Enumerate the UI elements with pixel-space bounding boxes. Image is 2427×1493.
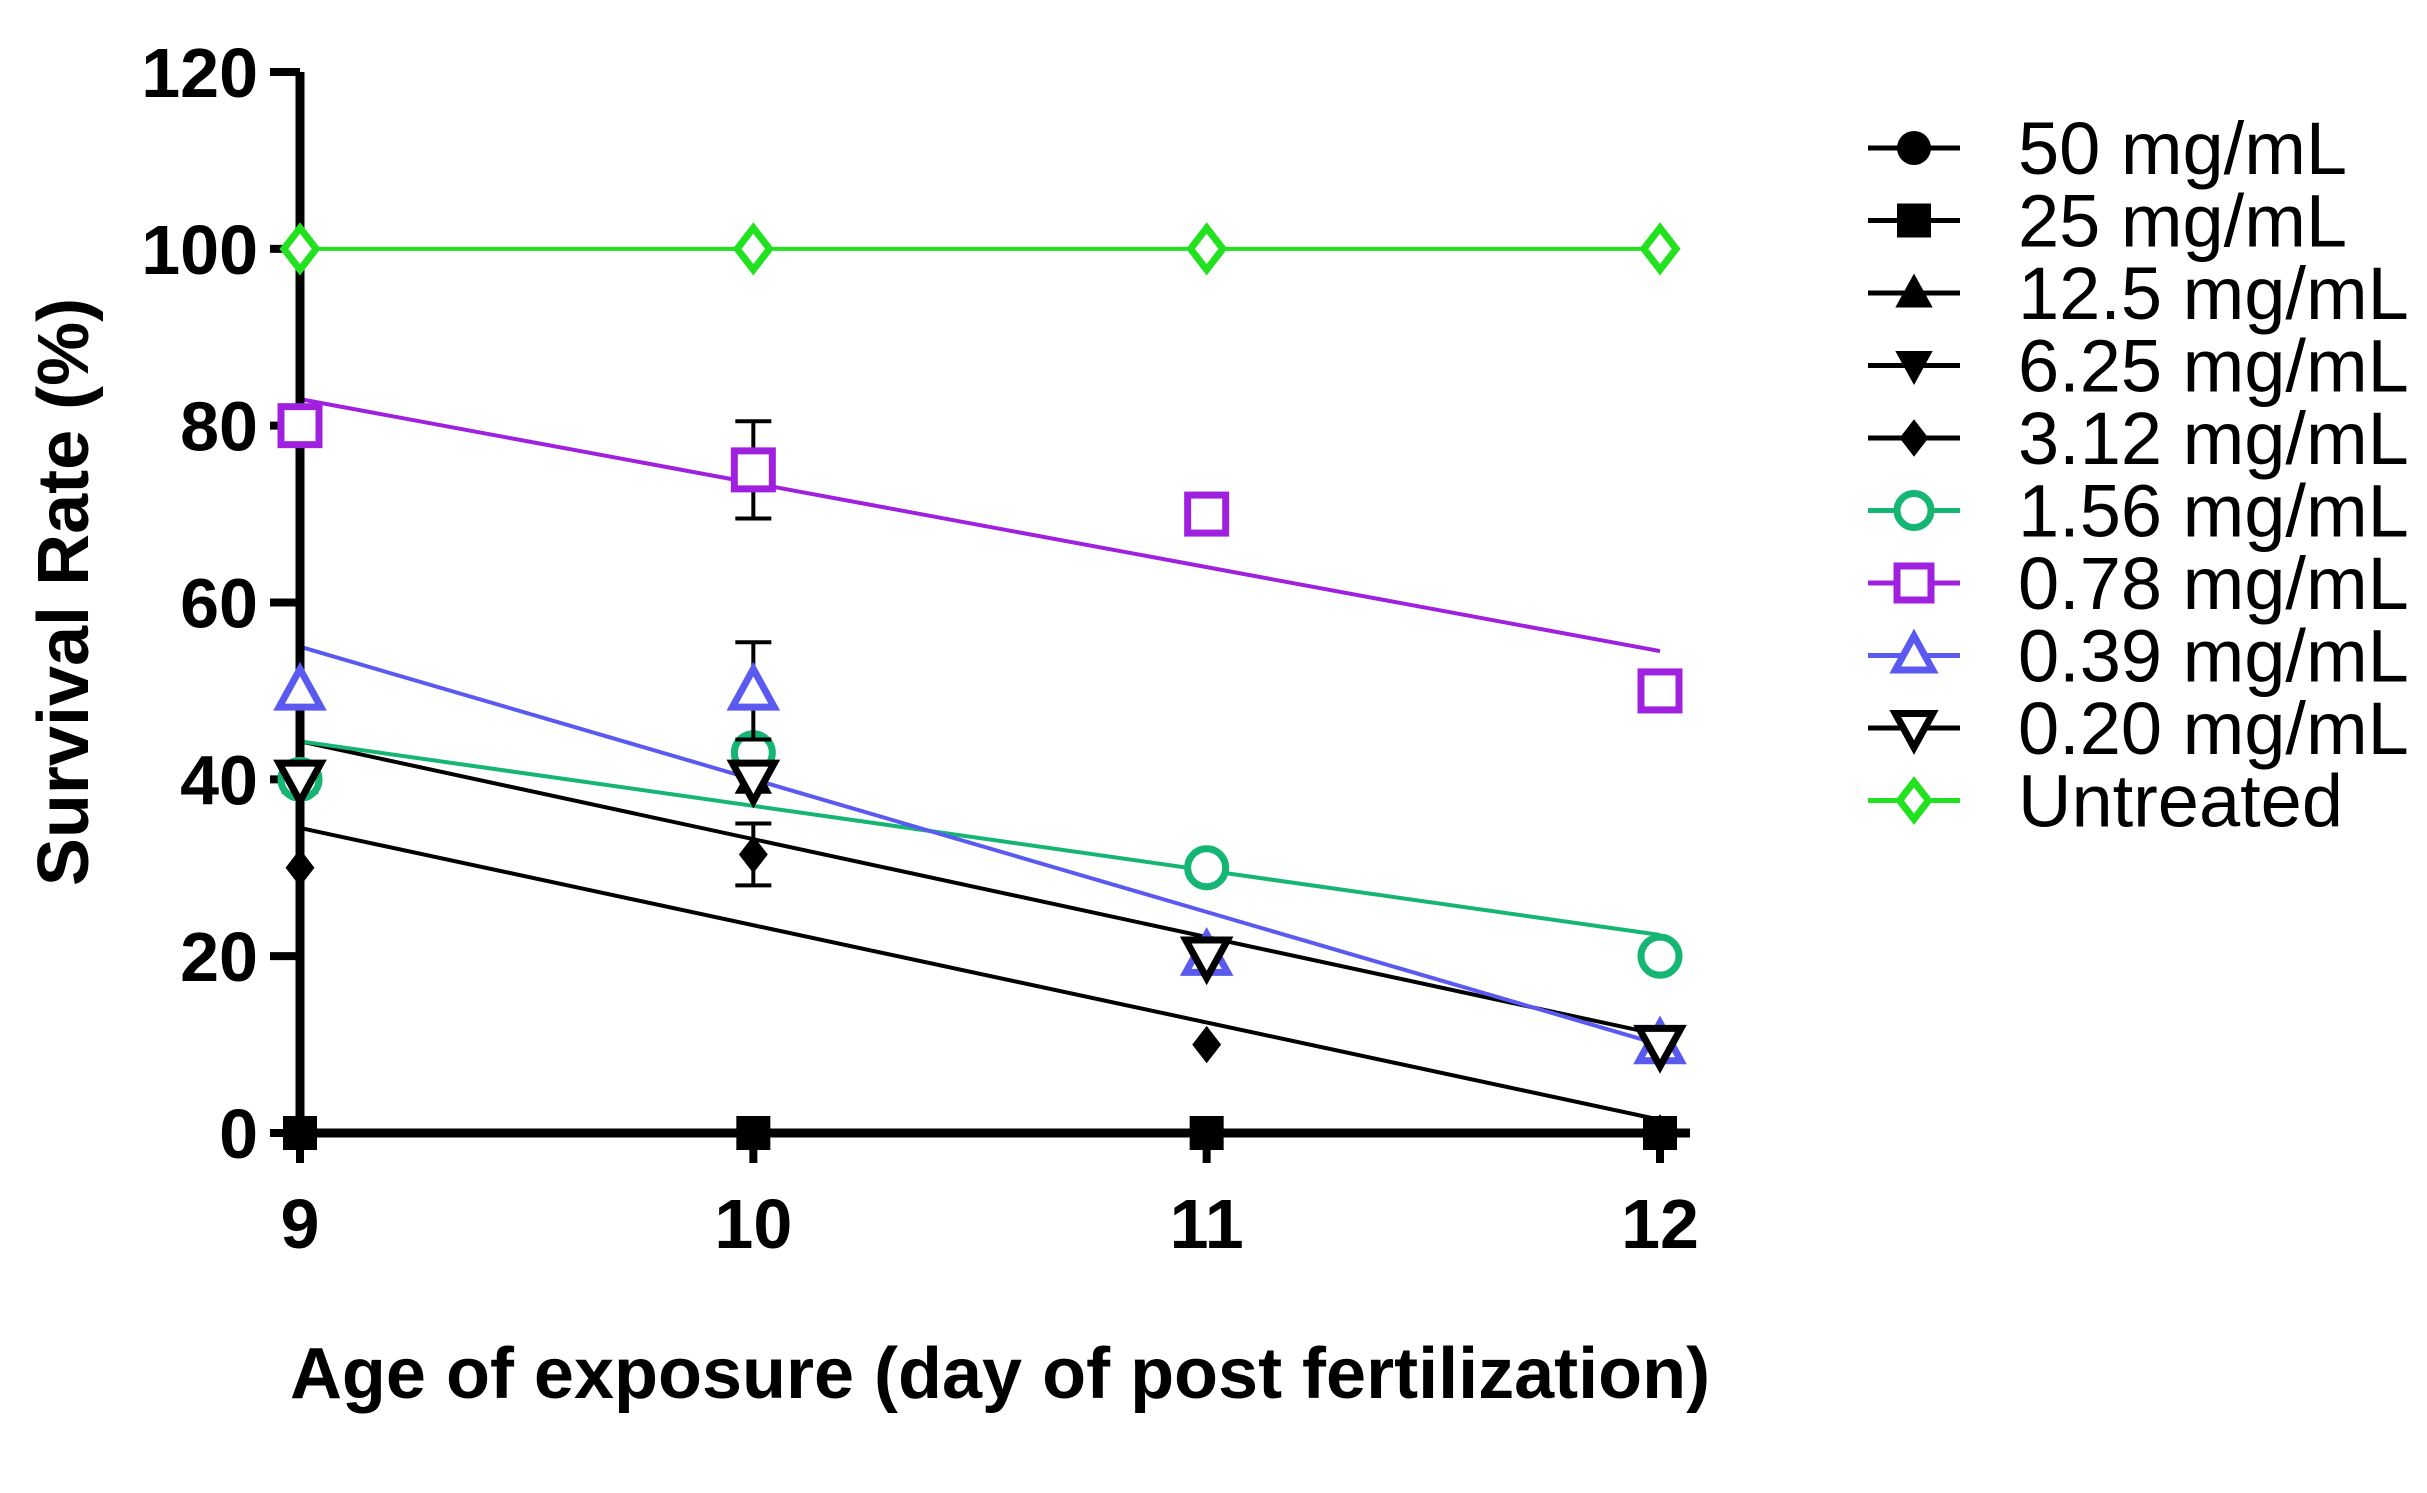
legend-item-8: 0.20 mg/mL [1868,687,2409,770]
legend-item-1: 25 mg/mL [1868,180,2347,263]
legend-label: 0.39 mg/mL [2018,615,2409,698]
legend-marker [1893,490,1935,531]
data-points [273,222,1687,1152]
series-0 [283,762,1677,1150]
legend-marker [1897,131,1931,165]
y-tick-label: 40 [180,741,258,819]
legend-label: 6.25 mg/mL [2018,325,2409,408]
trend-lines [299,246,1661,1135]
trend-line-6 [299,397,1661,654]
y-tick-label: 20 [180,918,258,996]
y-tick-label: 120 [141,34,258,112]
data-point [738,835,768,874]
data-point [1179,936,1234,986]
legend-marker [1895,273,1933,308]
data-point [1633,1024,1687,1074]
trend-line-3 [299,739,1661,1037]
legend-item-9: Untreated [1868,760,2343,843]
data-point [283,1116,317,1150]
legend-marker [1889,710,1939,755]
data-point [726,661,781,711]
series-8 [273,759,1687,1074]
x-tick-label: 12 [1621,1185,1699,1263]
legend-label: Untreated [2018,760,2343,843]
legend-label: 0.78 mg/mL [2018,542,2409,625]
y-tick-label: 0 [219,1095,258,1173]
trend-line-5 [299,739,1661,937]
x-tick-label: 9 [281,1185,320,1263]
data-point [1189,1116,1224,1150]
data-point [1186,222,1228,276]
legend-marker [1897,203,1931,238]
y-tick-label: 100 [141,211,258,289]
legend-label: 0.20 mg/mL [2018,687,2409,770]
legend-label: 3.12 mg/mL [2018,397,2409,480]
data-point [1645,1114,1675,1152]
data-point [1184,491,1230,537]
legend-item-0: 50 mg/mL [1868,107,2347,190]
legend-label: 1.56 mg/mL [2018,470,2409,553]
data-point [277,403,323,449]
legend-item-2: 12.5 mg/mL [1868,252,2409,335]
legend-item-3: 6.25 mg/mL [1868,325,2409,408]
data-point [1639,222,1681,276]
legend-marker [1899,419,1929,457]
data-point [732,222,774,276]
y-axis-title: Survival Rate (%) [24,298,104,886]
legend-marker [1895,776,1933,825]
data-point [726,759,781,809]
data-point [730,447,776,493]
data-point [736,1116,771,1150]
y-tick-label: 80 [180,388,258,466]
series-9 [279,222,1681,276]
data-point [273,759,327,809]
legend-marker [1889,628,1939,674]
data-point [1637,668,1683,714]
data-point [285,849,315,887]
trend-line-4 [299,826,1661,1122]
data-point [1192,1025,1222,1064]
x-axis-title: Age of exposure (day of post fertilizati… [290,1334,1710,1414]
x-tick-label: 10 [714,1185,792,1263]
series-7 [273,640,1687,1065]
data-point [1184,845,1230,891]
x-tick-label: 11 [1170,1185,1244,1263]
data-point [273,661,327,711]
y-tick-label: 60 [180,565,258,643]
legend-label: 50 mg/mL [2018,107,2347,190]
legend-item-7: 0.39 mg/mL [1868,615,2409,698]
legend-item-5: 1.56 mg/mL [1868,470,2409,553]
legend-item-4: 3.12 mg/mL [1868,397,2409,480]
legend-marker [1893,562,1935,604]
data-point [1637,933,1683,979]
data-point [279,222,321,276]
trend-line-7 [299,644,1661,1047]
legend-label: 12.5 mg/mL [2018,252,2409,335]
legend-label: 25 mg/mL [2018,180,2347,263]
series-6 [277,403,1683,714]
series-3 [281,764,1679,1065]
legend-marker [1895,351,1933,386]
series-4 [285,821,1675,1152]
legend-item-6: 0.78 mg/mL [1868,542,2409,625]
